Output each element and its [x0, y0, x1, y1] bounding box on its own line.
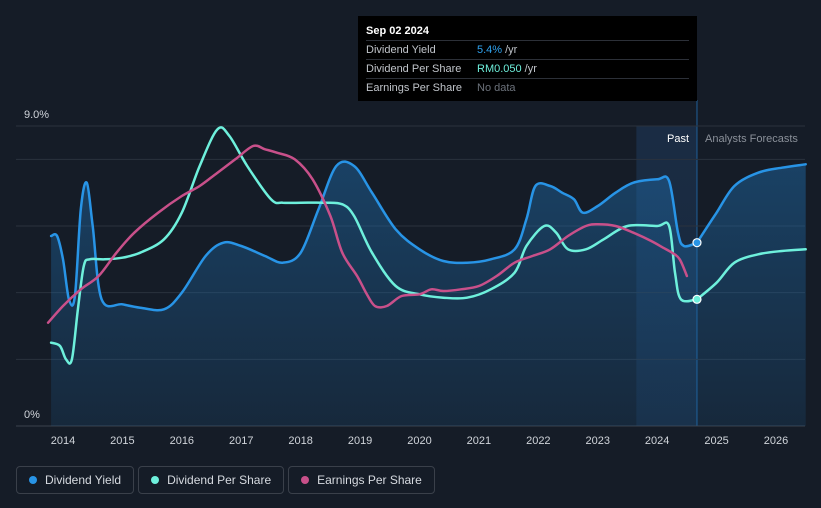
- legend-dot-icon: [29, 476, 37, 484]
- tooltip-label: Earnings Per Share: [366, 82, 462, 94]
- x-tick-label: 2016: [170, 435, 194, 447]
- tooltip-value: 5.4%: [477, 44, 503, 56]
- tooltip-label: Dividend Per Share: [366, 63, 462, 75]
- x-tick-label: 2021: [467, 435, 491, 447]
- x-tick-label: 2022: [526, 435, 550, 447]
- x-tick-label: 2015: [110, 435, 134, 447]
- x-tick-label: 2023: [586, 435, 610, 447]
- dividend-yield-forecast-area: [697, 164, 806, 427]
- tooltip-row-dividend-yield: Dividend Yield 5.4% /yr: [366, 40, 689, 59]
- dividend-yield-line: [49, 160, 699, 312]
- legend-dot-icon: [151, 476, 160, 484]
- x-tick-label: 2014: [51, 435, 75, 447]
- x-tick-label: 2019: [348, 435, 372, 447]
- legend-item-earnings-per-share[interactable]: Earnings Per Share: [288, 466, 435, 494]
- dividend-per-share-forecast-line: [695, 248, 807, 301]
- tooltip-row-dividend-per-share: Dividend Per Share RM0.050 /yr: [366, 59, 689, 78]
- x-tick-label: 2017: [229, 435, 253, 447]
- legend-label: Earnings Per Share: [317, 473, 422, 487]
- y-bottom-label: 0%: [24, 409, 40, 421]
- tooltip-label: Dividend Yield: [366, 44, 436, 56]
- y-top-label: 9.0%: [24, 109, 49, 121]
- past-label: Past: [667, 133, 689, 145]
- legend: Dividend Yield Dividend Per Share Earnin…: [16, 466, 435, 494]
- legend-item-dividend-yield[interactable]: Dividend Yield: [16, 466, 135, 494]
- current-value-marker: [692, 238, 702, 248]
- tooltip-row-earnings-per-share: Earnings Per Share No data: [366, 78, 689, 97]
- tooltip: Sep 02 2024 Dividend Yield 5.4% /yr Divi…: [358, 16, 697, 101]
- legend-label: Dividend Per Share: [167, 473, 272, 487]
- forecast-label: Analysts Forecasts: [705, 133, 798, 145]
- legend-item-dividend-per-share[interactable]: Dividend Per Share: [138, 466, 285, 494]
- tooltip-unit: /yr: [524, 63, 537, 75]
- dividend-per-share-line: [49, 126, 699, 365]
- x-tick-label: 2026: [764, 435, 788, 447]
- legend-dot-icon: [301, 476, 310, 484]
- tooltip-value: RM0.050: [477, 63, 522, 75]
- legend-label: Dividend Yield: [45, 473, 122, 487]
- x-tick-label: 2020: [407, 435, 431, 447]
- current-value-marker: [692, 294, 702, 304]
- tooltip-date: Sep 02 2024: [366, 25, 429, 37]
- tooltip-value: No data: [477, 82, 516, 94]
- x-tick-label: 2025: [704, 435, 728, 447]
- x-tick-label: 2024: [645, 435, 669, 447]
- x-tick-label: 2018: [288, 435, 312, 447]
- dividend-yield-area: [51, 161, 698, 426]
- earnings-per-share-line: [46, 144, 689, 324]
- tooltip-unit: /yr: [505, 44, 518, 56]
- dividend-yield-forecast-line: [695, 163, 807, 244]
